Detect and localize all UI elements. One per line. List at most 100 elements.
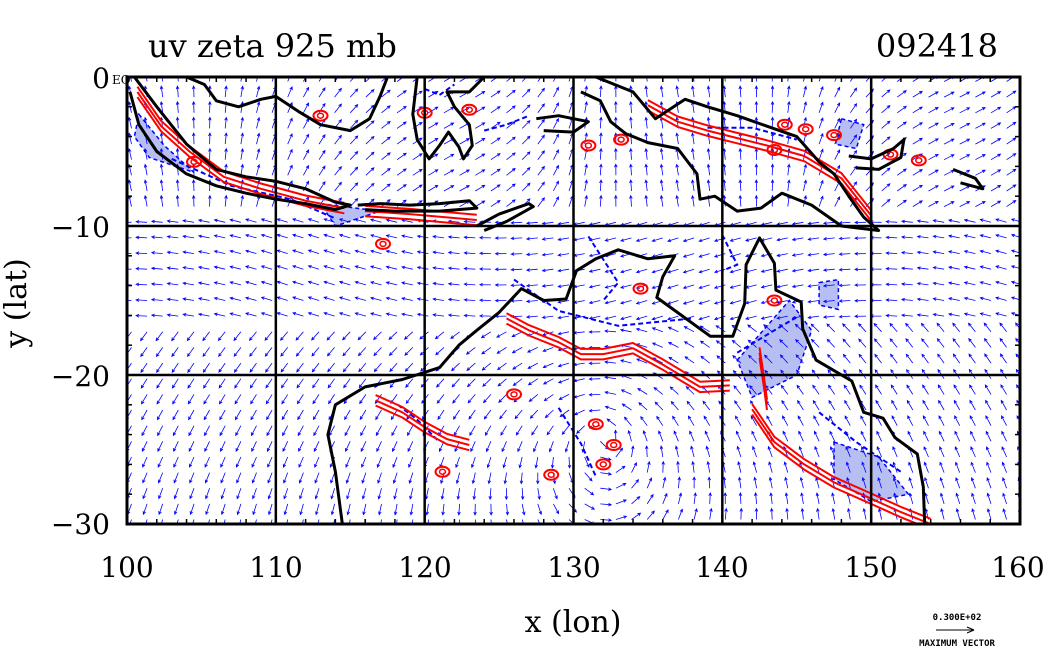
wind-vector bbox=[191, 116, 196, 129]
wind-vector bbox=[172, 409, 179, 421]
wind-vector bbox=[842, 353, 851, 364]
wind-vector bbox=[236, 472, 242, 484]
wind-vector bbox=[141, 409, 148, 421]
wind-vector bbox=[334, 134, 342, 145]
wind-vector bbox=[807, 315, 820, 320]
wind-vector bbox=[342, 347, 351, 357]
wind-vector bbox=[504, 488, 509, 501]
wind-vector bbox=[834, 195, 841, 207]
wind-vector bbox=[541, 252, 554, 257]
positive-vorticity-cell-core bbox=[599, 461, 608, 468]
wind-vector bbox=[854, 298, 867, 303]
wind-vector bbox=[428, 169, 439, 176]
wind-vector bbox=[521, 104, 531, 114]
wind-vector bbox=[287, 117, 293, 129]
wind-vector bbox=[842, 338, 851, 348]
wind-vector bbox=[896, 168, 907, 176]
wind-vector bbox=[1006, 106, 1017, 114]
wind-vector bbox=[175, 85, 180, 98]
wind-vector bbox=[191, 179, 196, 192]
wind-vector bbox=[534, 456, 539, 469]
positive-vorticity-cell-core bbox=[617, 136, 625, 143]
wind-vector bbox=[784, 476, 789, 489]
wind-vector bbox=[912, 200, 923, 207]
wind-vector bbox=[260, 296, 273, 301]
x-tick-label-120: 120 bbox=[398, 551, 451, 584]
wind-vector bbox=[644, 179, 648, 192]
wind-vector bbox=[799, 476, 804, 489]
wind-vector bbox=[373, 331, 382, 341]
wind-vector bbox=[659, 194, 664, 207]
wind-vector bbox=[922, 399, 929, 411]
wind-vector bbox=[878, 507, 882, 520]
wind-vector bbox=[770, 163, 775, 176]
wind-vector bbox=[359, 409, 367, 421]
wind-vector bbox=[999, 337, 1007, 348]
wind-vector bbox=[182, 250, 195, 254]
wind-vector bbox=[548, 441, 554, 453]
wind-vector bbox=[604, 360, 616, 364]
wind-vector bbox=[303, 164, 310, 176]
wind-vector bbox=[370, 234, 382, 239]
wind-vector bbox=[600, 487, 613, 491]
wind-vector bbox=[807, 284, 820, 288]
wind-vector bbox=[953, 399, 961, 411]
wind-vector bbox=[908, 492, 914, 505]
wind-vector bbox=[921, 353, 929, 364]
wind-vector bbox=[354, 280, 367, 286]
wind-vector bbox=[307, 218, 320, 223]
wind-vector bbox=[240, 147, 244, 160]
wind-vector bbox=[1022, 90, 1031, 97]
wind-vector bbox=[557, 300, 570, 304]
wind-vector bbox=[159, 85, 164, 98]
wind-vector bbox=[463, 235, 476, 240]
wind-vector bbox=[912, 106, 923, 114]
wind-vector bbox=[301, 519, 304, 524]
wind-vector bbox=[323, 218, 335, 223]
wind-vector bbox=[229, 281, 242, 286]
wind-vector bbox=[891, 415, 898, 426]
wind-vector bbox=[713, 253, 726, 258]
wind-vector bbox=[542, 347, 554, 352]
wind-vector bbox=[947, 312, 960, 317]
wind-vector bbox=[156, 378, 164, 389]
wind-vector bbox=[525, 252, 538, 257]
wind-vector bbox=[264, 347, 273, 357]
wind-vector bbox=[150, 298, 163, 302]
wind-vector bbox=[358, 378, 367, 389]
wind-vector bbox=[249, 362, 257, 373]
wind-vector bbox=[314, 488, 320, 500]
wind-vector bbox=[471, 456, 476, 469]
wind-vector bbox=[768, 476, 773, 489]
wind-vector bbox=[447, 282, 460, 286]
wind-vector bbox=[292, 296, 304, 301]
wind-vector bbox=[542, 362, 554, 368]
wind-vector bbox=[979, 218, 992, 223]
wind-vector bbox=[224, 77, 227, 82]
wind-vector bbox=[354, 312, 367, 317]
positive-vorticity-cell bbox=[766, 294, 783, 307]
wind-vector bbox=[885, 313, 898, 318]
wind-vector bbox=[213, 296, 226, 301]
wind-vector bbox=[573, 409, 585, 416]
wind-vector bbox=[475, 122, 486, 129]
wind-vector bbox=[800, 492, 804, 504]
wind-vector bbox=[588, 408, 601, 413]
wind-vector bbox=[754, 507, 759, 520]
wind-vector bbox=[248, 331, 257, 342]
wind-vector bbox=[620, 359, 632, 364]
wind-vector bbox=[280, 331, 289, 341]
wind-vector bbox=[203, 394, 210, 405]
wind-vector bbox=[521, 519, 525, 524]
wind-vector bbox=[631, 478, 640, 489]
wind-vector bbox=[521, 166, 531, 176]
wind-vector bbox=[769, 492, 773, 504]
wind-vector bbox=[600, 502, 613, 507]
positive-vorticity-cell bbox=[580, 139, 597, 152]
positive-vorticity-cell-core bbox=[886, 151, 895, 158]
wind-vector bbox=[557, 221, 570, 226]
wind-vector bbox=[240, 85, 244, 98]
wind-vector bbox=[890, 353, 898, 364]
wind-vector bbox=[659, 85, 664, 98]
wind-vector bbox=[740, 77, 742, 82]
